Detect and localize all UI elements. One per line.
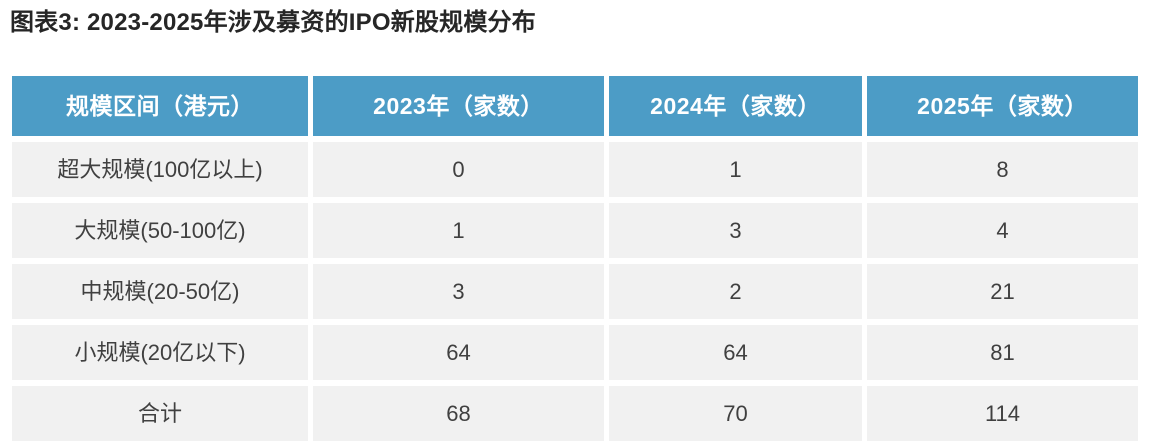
row-xlarge-value-2023: 0 bbox=[313, 142, 604, 197]
row-xlarge-value-2024: 1 bbox=[609, 142, 862, 197]
row-large-label: 大规模(50-100亿) bbox=[12, 203, 308, 258]
row-xlarge-label: 超大规模(100亿以上) bbox=[12, 142, 308, 197]
col-header-2024: 2024年（家数） bbox=[609, 76, 862, 136]
row-total-value-2023: 68 bbox=[313, 386, 604, 441]
figure-title: 图表3: 2023-2025年涉及募资的IPO新股规模分布 bbox=[10, 9, 536, 36]
row-large-value-2023: 1 bbox=[313, 203, 604, 258]
row-small-value-2024: 64 bbox=[609, 325, 862, 380]
col-header-2023: 2023年（家数） bbox=[313, 76, 604, 136]
row-medium-value-2025: 21 bbox=[867, 264, 1138, 319]
row-small-value-2025: 81 bbox=[867, 325, 1138, 380]
row-xlarge-value-2025: 8 bbox=[867, 142, 1138, 197]
row-medium-value-2023: 3 bbox=[313, 264, 604, 319]
row-large-value-2025: 4 bbox=[867, 203, 1138, 258]
row-total-label: 合计 bbox=[12, 386, 308, 441]
row-medium-value-2024: 2 bbox=[609, 264, 862, 319]
ipo-scale-distribution-table: 规模区间（港元） 2023年（家数） 2024年（家数） 2025年（家数） 超… bbox=[12, 76, 1139, 441]
col-header-2025: 2025年（家数） bbox=[867, 76, 1138, 136]
row-large-value-2024: 3 bbox=[609, 203, 862, 258]
row-small-label: 小规模(20亿以下) bbox=[12, 325, 308, 380]
report-figure: 图表3: 2023-2025年涉及募资的IPO新股规模分布 规模区间（港元） 2… bbox=[0, 8, 1149, 446]
row-total-value-2025: 114 bbox=[867, 386, 1138, 441]
row-medium-label: 中规模(20-50亿) bbox=[12, 264, 308, 319]
row-small-value-2023: 64 bbox=[313, 325, 604, 380]
row-total-value-2024: 70 bbox=[609, 386, 862, 441]
col-header-scale-range: 规模区间（港元） bbox=[12, 76, 308, 136]
